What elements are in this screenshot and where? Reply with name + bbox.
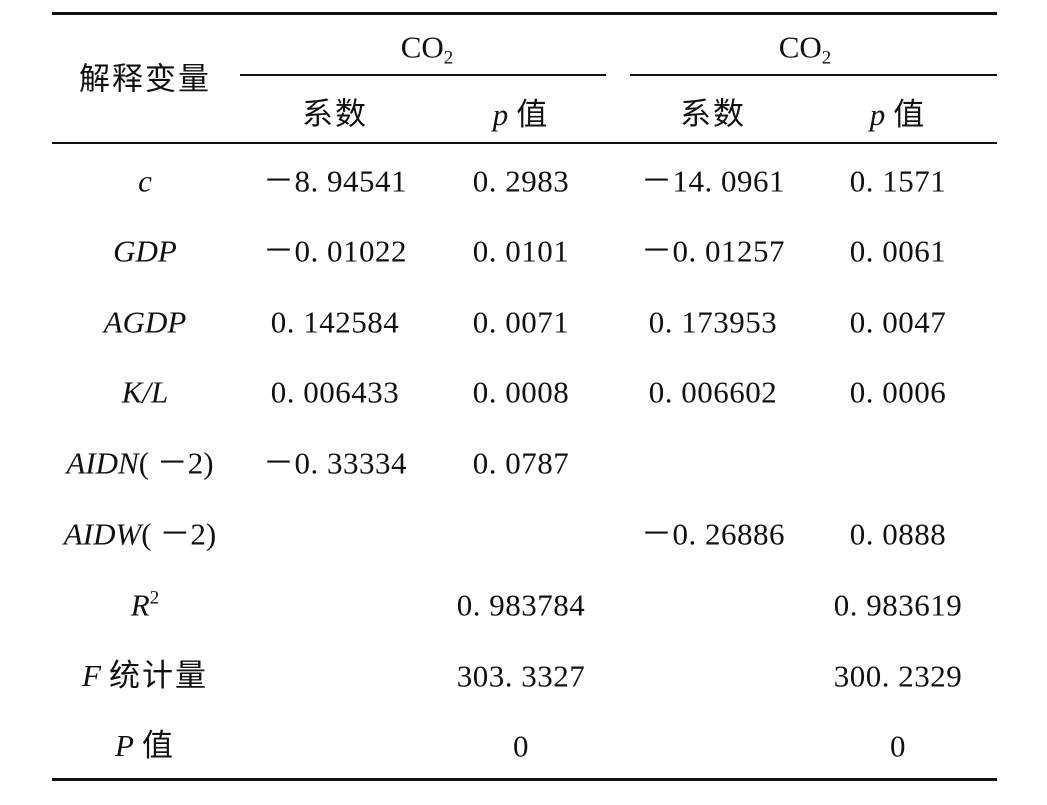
group2-sub: 2 bbox=[821, 47, 832, 69]
header-group1: CO2 bbox=[400, 29, 454, 68]
cell-coef2: 0. 006602 bbox=[648, 374, 778, 410]
cell-p1: 0. 0008 bbox=[472, 374, 570, 410]
header-coef-1: 系数 bbox=[302, 96, 368, 133]
p-word: 值 bbox=[141, 728, 175, 764]
cell-coef2: 0. 173953 bbox=[648, 304, 778, 340]
f-symbol: F bbox=[82, 658, 101, 693]
stat-value-1: 0. 983784 bbox=[456, 587, 586, 623]
top-rule bbox=[52, 12, 997, 15]
row-var-c: c bbox=[138, 163, 152, 199]
cell-p1: 0. 0787 bbox=[472, 445, 570, 481]
var-name: AIDN bbox=[66, 445, 139, 481]
r-symbol: R bbox=[130, 587, 150, 623]
stat-value-2: 300. 2329 bbox=[833, 658, 963, 694]
p-symbol: P bbox=[115, 728, 134, 763]
cell-coef2: －0. 26886 bbox=[641, 516, 785, 552]
p-word: 值 bbox=[893, 97, 927, 133]
r-exponent: 2 bbox=[149, 587, 160, 609]
header-coef-2: 系数 bbox=[680, 96, 746, 133]
cell-p1: 0. 0101 bbox=[472, 233, 570, 269]
header-rule bbox=[52, 142, 997, 144]
row-f-statistic: F 统计量 bbox=[82, 660, 208, 692]
group2-base: CO bbox=[778, 29, 822, 65]
stat-value-1: 303. 3327 bbox=[456, 658, 586, 694]
row-var-agdp: AGDP bbox=[103, 304, 187, 340]
cell-p2: 0. 0047 bbox=[849, 304, 947, 340]
cell-coef1: 0. 142584 bbox=[270, 304, 400, 340]
group1-base: CO bbox=[400, 29, 444, 65]
cell-coef1: －0. 01022 bbox=[263, 233, 407, 269]
row-var-aidw: AIDW( －2) bbox=[64, 519, 216, 550]
stat-value-2: 0. 983619 bbox=[833, 587, 963, 623]
var-name: AIDW bbox=[63, 516, 142, 552]
row-var-kl: K/L bbox=[121, 374, 169, 410]
cell-p2: 0. 1571 bbox=[849, 163, 947, 199]
header-explanatory-variable: 解释变量 bbox=[79, 61, 211, 98]
group1-sub: 2 bbox=[443, 47, 454, 69]
row-var-aidn: AIDN( －2) bbox=[66, 448, 213, 479]
bottom-rule bbox=[52, 778, 997, 781]
cell-p2: 0. 0061 bbox=[849, 233, 947, 269]
stat-value-2: 0 bbox=[890, 728, 906, 764]
group1-rule bbox=[240, 74, 606, 76]
p-symbol: p bbox=[869, 97, 886, 132]
var-lag: ( －2) bbox=[138, 445, 214, 481]
p-word: 值 bbox=[516, 97, 550, 133]
cell-coef2: －0. 01257 bbox=[641, 233, 785, 269]
cell-coef2: －14. 0961 bbox=[641, 163, 785, 199]
cell-coef1: －8. 94541 bbox=[263, 163, 407, 199]
group2-rule bbox=[630, 74, 997, 76]
row-r-squared: R2 bbox=[130, 587, 160, 623]
var-lag: ( －2) bbox=[141, 516, 217, 552]
f-word: 统计量 bbox=[108, 658, 208, 694]
cell-p2: 0. 0006 bbox=[849, 374, 947, 410]
stat-value-1: 0 bbox=[513, 728, 529, 764]
row-var-gdp: GDP bbox=[113, 233, 177, 269]
cell-p2: 0. 0888 bbox=[849, 516, 947, 552]
cell-coef1: －0. 33334 bbox=[263, 445, 407, 481]
p-symbol: p bbox=[492, 97, 509, 132]
header-group2: CO2 bbox=[778, 29, 832, 68]
cell-p1: 0. 0071 bbox=[472, 304, 570, 340]
cell-coef1: 0. 006433 bbox=[270, 374, 400, 410]
cell-p1: 0. 2983 bbox=[472, 163, 570, 199]
